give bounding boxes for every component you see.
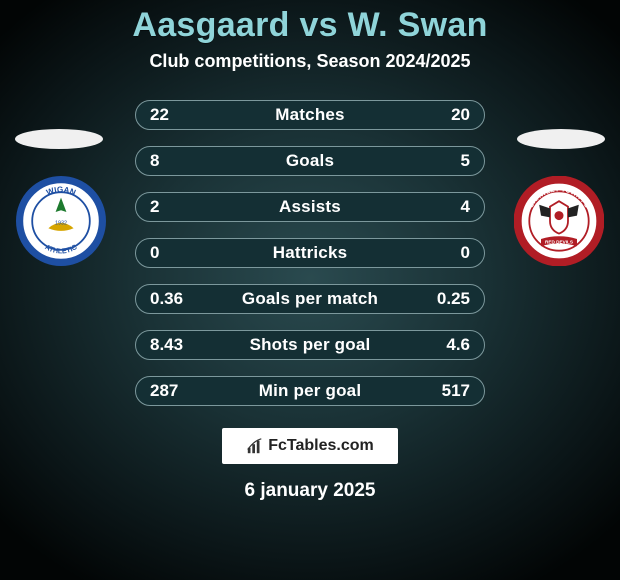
stat-label: Hattricks (273, 243, 348, 263)
stat-left-value: 22 (150, 105, 169, 125)
left-player-stars (14, 128, 104, 150)
brand-bars-icon (246, 437, 264, 455)
stats-table: 22 Matches 20 8 Goals 5 2 Assists 4 0 Ha… (135, 100, 485, 406)
stat-row-min-per-goal: 287 Min per goal 517 (135, 376, 485, 406)
right-player-stars (516, 128, 606, 150)
stat-left-value: 2 (150, 197, 159, 217)
stat-row-shots-per-goal: 8.43 Shots per goal 4.6 (135, 330, 485, 360)
stat-right-value: 5 (461, 151, 470, 171)
stat-label: Matches (275, 105, 344, 125)
stat-left-value: 8 (150, 151, 159, 171)
stat-row-matches: 22 Matches 20 (135, 100, 485, 130)
stat-right-value: 4 (461, 197, 470, 217)
stat-row-goals-per-match: 0.36 Goals per match 0.25 (135, 284, 485, 314)
stat-label: Goals per match (242, 289, 378, 309)
left-club-badge: WIGAN ATHLETIC 1932 (16, 176, 106, 266)
stat-row-assists: 2 Assists 4 (135, 192, 485, 222)
stat-left-value: 8.43 (150, 335, 183, 355)
comparison-date: 6 january 2025 (245, 480, 376, 502)
svg-text:RED DEVILS: RED DEVILS (545, 240, 573, 245)
stat-label: Assists (279, 197, 341, 217)
stat-right-value: 4.6 (446, 335, 470, 355)
stat-row-goals: 8 Goals 5 (135, 146, 485, 176)
stat-label: Goals (286, 151, 334, 171)
stat-label: Shots per goal (250, 335, 371, 355)
stat-right-value: 0 (461, 243, 470, 263)
stat-right-value: 0.25 (437, 289, 470, 309)
right-club-badge: RED DEVILS CRAWLEY TOWN FC (514, 176, 604, 266)
stat-left-value: 0 (150, 243, 159, 263)
brand-logo: FcTables.com (222, 428, 398, 464)
subtitle: Club competitions, Season 2024/2025 (149, 51, 470, 72)
stat-left-value: 0.36 (150, 289, 183, 309)
stat-label: Min per goal (259, 381, 362, 401)
svg-text:1932: 1932 (55, 221, 67, 227)
stat-right-value: 517 (442, 381, 470, 401)
brand-text: FcTables.com (268, 437, 374, 455)
page-title: Aasgaard vs W. Swan (132, 6, 487, 45)
stat-left-value: 287 (150, 381, 178, 401)
stat-right-value: 20 (451, 105, 470, 125)
stat-row-hattricks: 0 Hattricks 0 (135, 238, 485, 268)
